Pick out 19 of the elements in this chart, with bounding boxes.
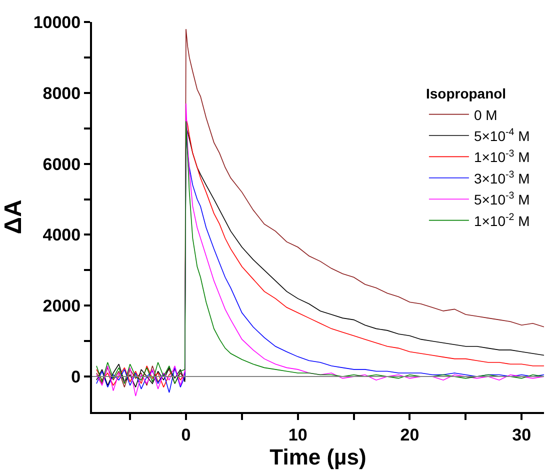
legend-label: 0 M <box>474 106 498 123</box>
y-tick-label: 4000 <box>42 226 81 245</box>
y-tick-label: 2000 <box>42 296 81 316</box>
y-axis-title: ΔA <box>0 200 27 234</box>
y-tick-label: 8000 <box>42 84 81 103</box>
legend-label: 1×10$^{-2}$ M <box>474 212 530 229</box>
y-tick-label: 6000 <box>42 154 81 174</box>
legend-label: 5×10$^{-3}$ M <box>474 190 530 208</box>
y-tick-label: 0 <box>71 368 81 386</box>
legend-title: Isopropanol <box>426 86 506 102</box>
legend-label: 3×10$^{-3}$ M <box>474 169 530 186</box>
legend-label: 1×10$^{-3}$ M <box>474 148 530 166</box>
x-tick-label: 20 <box>400 425 420 444</box>
x-axis-title: Time (µs) <box>270 444 366 470</box>
y-tick-label: 10000 <box>33 12 81 32</box>
legend-label: 5×10$^{-4}$ M <box>474 127 530 144</box>
x-tick-label: 0 <box>181 425 191 444</box>
x-tick-label: 30 <box>512 425 532 444</box>
x-tick-label: 10 <box>288 425 308 444</box>
